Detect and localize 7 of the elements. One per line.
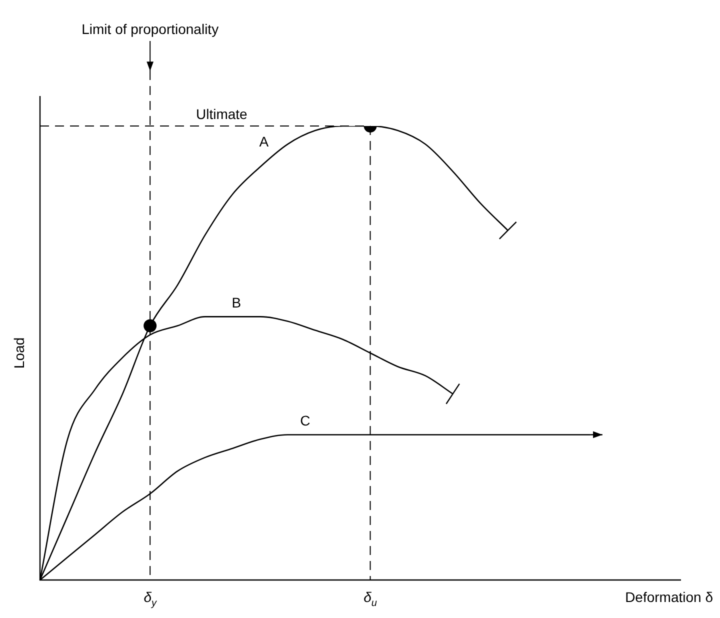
series-label: C <box>300 412 310 429</box>
series-label: B <box>232 294 242 311</box>
series-label: A <box>259 133 270 150</box>
ref-line-label: Ultimate <box>196 106 248 122</box>
ref-line-label: Limit of proportionality <box>82 21 219 37</box>
y-axis-title: Load <box>11 337 27 369</box>
x-axis-title: Deformation δ <box>625 589 714 605</box>
